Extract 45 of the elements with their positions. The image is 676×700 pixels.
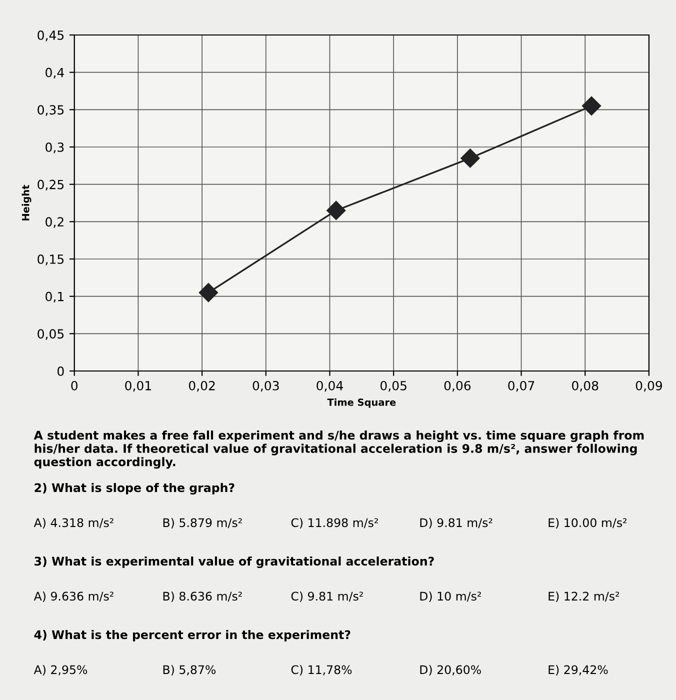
text: A) 4.318 m/s² <box>34 518 114 529</box>
x-tick-label: 0,08 <box>572 380 598 392</box>
y-tick-label: 0,4 <box>46 68 64 79</box>
x-tick-label: 0,05 <box>380 380 406 392</box>
y-tick-label: 0,2 <box>46 217 64 228</box>
point <box>460 148 480 168</box>
x-tick-label: 0,09 <box>636 380 662 392</box>
x-tick-label: 0,06 <box>444 380 471 392</box>
text: C) 11,78% <box>291 665 352 676</box>
text: 3) What is experimental value of gravitational acceleration? <box>34 556 434 568</box>
point <box>198 283 218 302</box>
x-tick-label: 0,04 <box>316 380 343 392</box>
text: A student makes a free fall experiment and s/he draws a height vs. time square graph from his/her data. If theoretical value of gravitational acceleration is 9.8 m/s², answer following question accordingly. <box>34 430 644 469</box>
point <box>326 200 346 220</box>
y-tick-label: 0,3 <box>46 142 64 154</box>
text: 4) What is the percent error in the experiment? <box>34 630 350 642</box>
text: E) 12.2 m/s² <box>548 592 620 602</box>
text: D) 9.81 m/s² <box>420 518 492 529</box>
y-tick-label: 0 <box>58 366 64 376</box>
x-axis-title: Time Square <box>327 398 396 408</box>
y-tick-label: 0,15 <box>38 254 64 266</box>
text: 2) What is slope of the graph? <box>34 483 234 495</box>
y-tick-label: 0,25 <box>38 180 64 191</box>
x-tick-label: 0,02 <box>188 380 215 392</box>
text: A) 9.636 m/s² <box>34 592 114 602</box>
x-tick-label: 0,03 <box>252 380 279 392</box>
text: A) 2,95% <box>34 665 88 676</box>
text: E) 10.00 m/s² <box>548 518 627 529</box>
x-tick-label: 0,01 <box>125 380 151 392</box>
text: C) 11.898 m/s² <box>291 518 378 529</box>
y-tick-label: 0,1 <box>46 292 64 303</box>
y-tick-label: 0,35 <box>38 105 64 116</box>
y-tick-label: 0,45 <box>38 30 64 42</box>
text: D) 20,60% <box>420 665 481 676</box>
text: B) 5.879 m/s² <box>163 518 242 529</box>
x-tick-label: 0 <box>71 380 78 390</box>
point <box>582 96 602 116</box>
x-tick-label: 0,07 <box>508 380 534 392</box>
text: E) 29,42% <box>548 665 608 676</box>
y-tick-label: 0,05 <box>38 329 64 340</box>
text: C) 9.81 m/s² <box>291 592 363 602</box>
text: B) 5,87% <box>163 665 216 676</box>
text: D) 10 m/s² <box>420 592 481 602</box>
y-axis-title: Height <box>22 184 32 220</box>
text: B) 8.636 m/s² <box>163 592 242 602</box>
